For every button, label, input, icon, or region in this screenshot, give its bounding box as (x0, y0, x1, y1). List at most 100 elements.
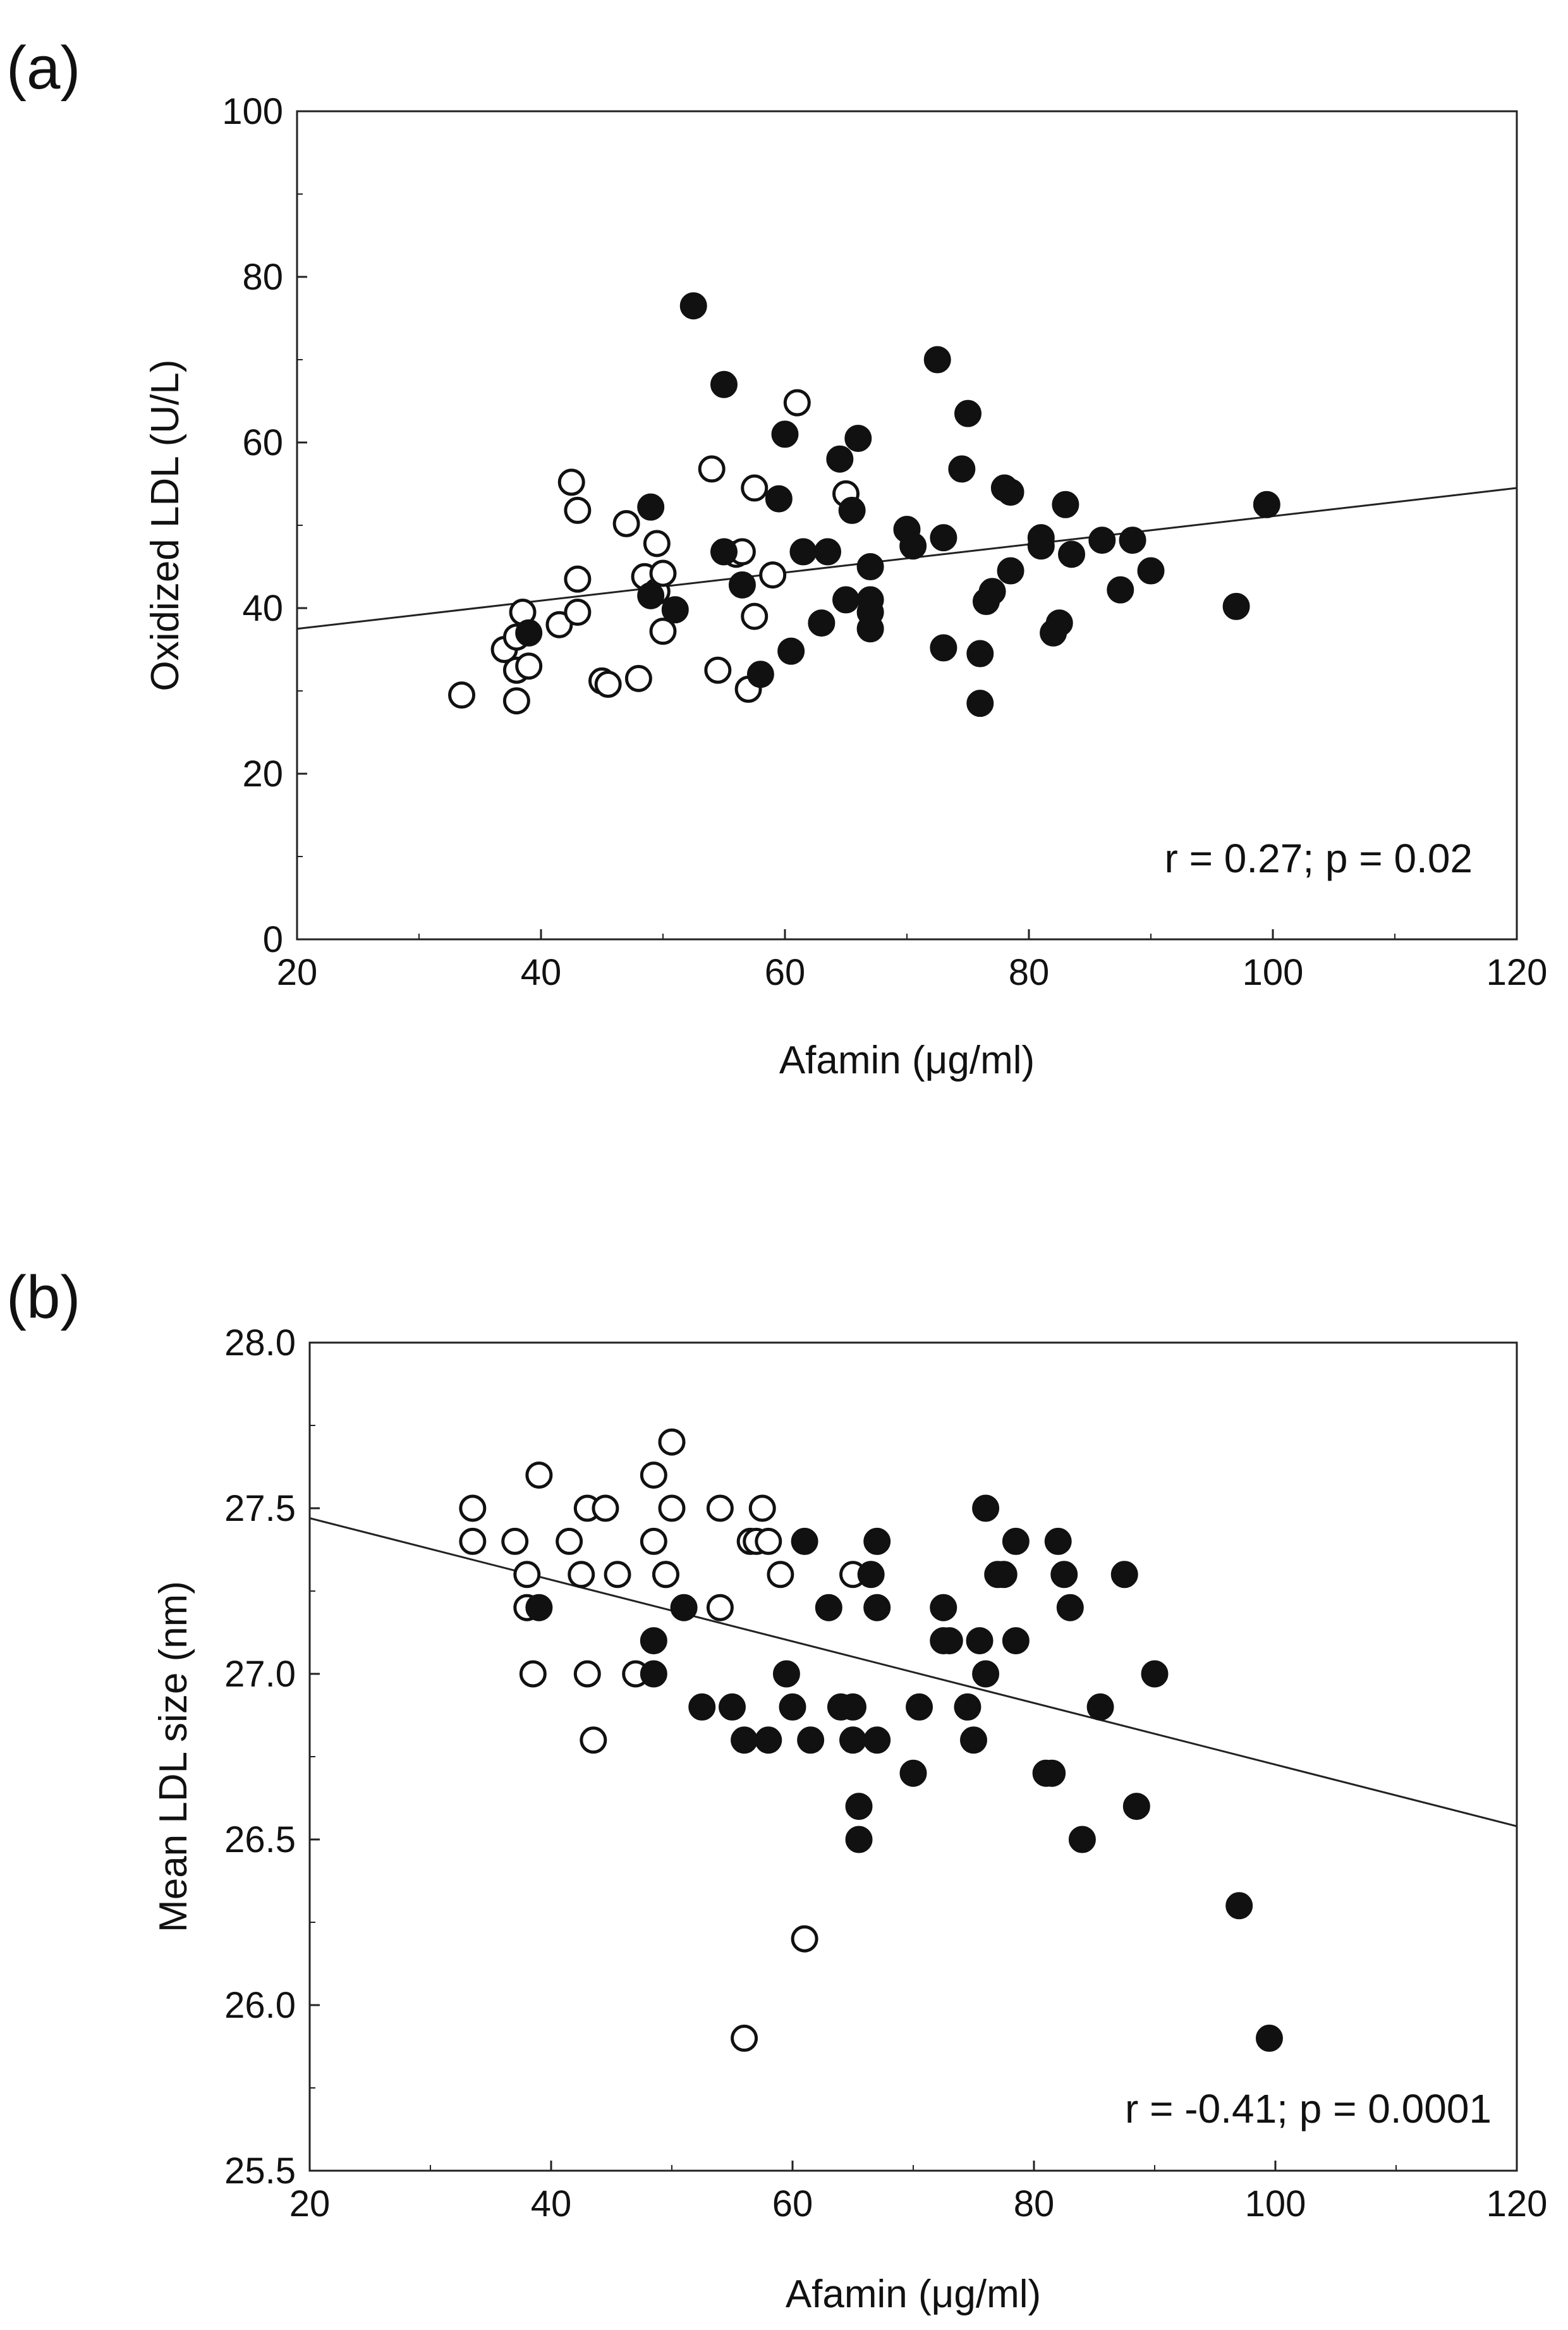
open-data-point (594, 671, 622, 698)
open-data-point (612, 509, 640, 537)
open-data-point (658, 1494, 686, 1522)
filled-data-point (637, 582, 665, 609)
filled-data-point (966, 1627, 994, 1655)
open-data-point (759, 561, 787, 589)
panel-a-y-axis-label: Oxidized LDL (U/L) (143, 360, 187, 692)
open-data-point (741, 602, 769, 630)
filled-data-point (972, 1660, 1000, 1688)
open-data-point (556, 1527, 583, 1555)
open-data-point (652, 1561, 679, 1589)
filled-data-point (746, 661, 774, 688)
filled-data-point (710, 538, 738, 566)
filled-data-point (832, 586, 860, 614)
filled-data-point (966, 640, 994, 668)
open-data-point (755, 1527, 782, 1555)
panel-b-tick-labels: 20 40 60 80 100 120 25.5 26.0 26.5 27.0 27.5 28.0 (224, 1322, 1547, 2224)
filled-data-point (997, 557, 1024, 585)
filled-data-point (808, 609, 836, 637)
open-data-point (706, 1494, 734, 1522)
filled-data-point (515, 619, 543, 647)
open-data-point (592, 1494, 619, 1522)
filled-data-point (899, 532, 927, 560)
filled-data-point (719, 1693, 746, 1721)
y-tick-label: 0 (263, 919, 283, 960)
filled-data-point (856, 615, 884, 643)
y-tick-label: 27.5 (224, 1488, 296, 1529)
open-data-point (564, 496, 592, 524)
y-tick-label: 80 (242, 257, 283, 298)
filled-data-point (857, 1561, 885, 1589)
filled-data-point (1255, 2024, 1283, 2052)
filled-data-point (525, 1594, 553, 1621)
open-data-point (564, 599, 592, 626)
open-data-point (513, 1561, 541, 1589)
filled-data-point (1137, 557, 1165, 585)
filled-data-point (838, 496, 866, 524)
filled-data-point (839, 1726, 866, 1754)
filled-data-point (863, 1594, 891, 1621)
x-tick-label: 80 (1009, 952, 1050, 993)
filled-data-point (844, 424, 872, 452)
filled-data-point (637, 493, 665, 521)
panel-b-ticks (308, 1341, 1518, 2172)
filled-data-point (789, 538, 817, 566)
open-data-point (783, 389, 811, 417)
panel-b-plot-frame (308, 1341, 1518, 2172)
open-data-point (573, 1660, 601, 1688)
filled-data-point (826, 445, 854, 473)
filled-data-point (845, 1826, 873, 1853)
filled-data-point (954, 400, 982, 427)
open-data-point (704, 656, 732, 684)
open-data-point (568, 1561, 595, 1589)
filled-data-point (972, 1494, 1000, 1522)
x-tick-label: 20 (277, 952, 318, 993)
filled-data-point (1056, 1594, 1084, 1621)
open-data-point (459, 1494, 487, 1522)
x-tick-label: 120 (1486, 952, 1548, 993)
open-data-point (649, 618, 677, 645)
y-tick-label: 26.5 (224, 1819, 296, 1860)
filled-data-point (906, 1693, 933, 1721)
filled-data-point (815, 1594, 842, 1621)
filled-data-point (765, 485, 793, 513)
filled-data-point (755, 1726, 782, 1754)
filled-data-point (923, 346, 951, 374)
open-data-point (706, 1594, 734, 1621)
filled-data-point (670, 1594, 698, 1621)
filled-data-point (930, 524, 957, 552)
panel-b-regression-line (309, 1517, 1517, 1827)
filled-data-point (710, 370, 738, 398)
filled-data-point (930, 1594, 957, 1621)
panel-b-y-axis-label: Mean LDL size (nm) (152, 1581, 195, 1932)
filled-data-point (797, 1726, 825, 1754)
filled-data-point (1225, 1892, 1253, 1920)
filled-data-point (978, 578, 1006, 606)
filled-data-point (966, 690, 994, 717)
filled-data-point (845, 1793, 873, 1821)
filled-data-point (1050, 1561, 1078, 1589)
y-tick-label: 25.5 (224, 2150, 296, 2192)
filled-data-point (640, 1660, 667, 1688)
x-tick-label: 40 (521, 952, 562, 993)
x-tick-label: 100 (1245, 2183, 1306, 2224)
filled-data-point (661, 596, 689, 624)
open-data-point (649, 559, 677, 587)
x-tick-label: 20 (289, 2183, 331, 2224)
open-data-point (564, 565, 592, 593)
filled-data-point (1002, 1527, 1030, 1555)
filled-data-point (1045, 609, 1073, 637)
filled-data-point (899, 1759, 927, 1787)
filled-data-point (814, 538, 842, 566)
panel-a-ticks (296, 110, 1518, 941)
panel-b-correlation-annotation: r = -0.41; p = 0.0001 (1125, 2086, 1492, 2132)
open-data-point (502, 687, 530, 715)
filled-data-point (1122, 1793, 1150, 1821)
open-data-point (658, 1428, 686, 1456)
x-tick-label: 120 (1486, 2183, 1548, 2224)
open-data-point (748, 1494, 776, 1522)
filled-data-point (1088, 527, 1116, 554)
x-tick-label: 40 (531, 2183, 572, 2224)
x-tick-label: 60 (765, 952, 806, 993)
y-tick-label: 27.0 (224, 1654, 296, 1695)
